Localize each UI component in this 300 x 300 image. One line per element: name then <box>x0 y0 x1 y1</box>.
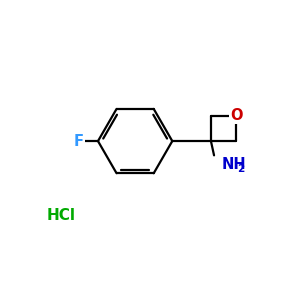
Text: O: O <box>230 108 242 123</box>
Text: F: F <box>74 134 84 148</box>
Text: NH: NH <box>221 158 246 172</box>
Text: HCl: HCl <box>46 208 75 223</box>
Text: 2: 2 <box>237 164 244 174</box>
